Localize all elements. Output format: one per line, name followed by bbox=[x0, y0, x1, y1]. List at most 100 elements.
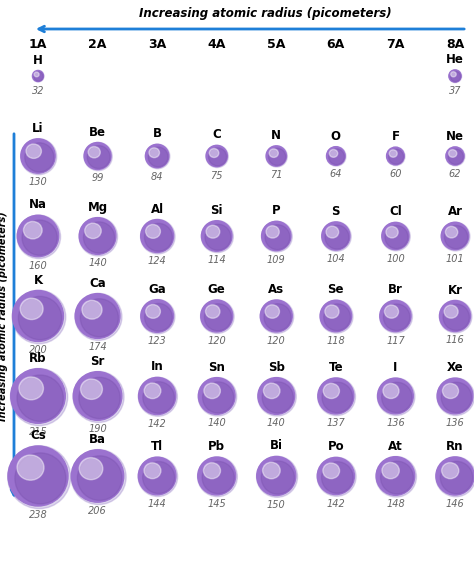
Ellipse shape bbox=[32, 70, 44, 82]
Ellipse shape bbox=[84, 142, 111, 169]
Ellipse shape bbox=[206, 226, 220, 238]
Ellipse shape bbox=[256, 456, 298, 498]
Ellipse shape bbox=[79, 458, 103, 480]
Ellipse shape bbox=[17, 455, 44, 480]
Ellipse shape bbox=[203, 463, 220, 479]
Text: K: K bbox=[34, 274, 43, 287]
Text: 190: 190 bbox=[88, 424, 107, 434]
Text: 142: 142 bbox=[327, 499, 345, 509]
Text: 4A: 4A bbox=[208, 38, 226, 50]
Ellipse shape bbox=[138, 457, 176, 495]
Text: 109: 109 bbox=[267, 255, 286, 265]
Ellipse shape bbox=[202, 461, 234, 493]
Text: Cl: Cl bbox=[389, 206, 402, 219]
Text: 100: 100 bbox=[386, 254, 405, 264]
Text: 120: 120 bbox=[267, 336, 286, 346]
Text: 215: 215 bbox=[28, 427, 47, 437]
Ellipse shape bbox=[71, 449, 126, 505]
Ellipse shape bbox=[446, 226, 458, 238]
Ellipse shape bbox=[206, 145, 228, 166]
Text: 71: 71 bbox=[270, 170, 283, 180]
Ellipse shape bbox=[87, 146, 110, 169]
Ellipse shape bbox=[17, 375, 64, 421]
Text: Na: Na bbox=[29, 198, 47, 212]
Text: 7A: 7A bbox=[386, 38, 405, 50]
Ellipse shape bbox=[81, 379, 102, 400]
Ellipse shape bbox=[26, 144, 41, 158]
Text: 137: 137 bbox=[327, 418, 345, 428]
Text: 140: 140 bbox=[207, 418, 226, 428]
Text: F: F bbox=[392, 130, 400, 143]
Ellipse shape bbox=[24, 222, 42, 239]
Text: C: C bbox=[212, 128, 221, 141]
Ellipse shape bbox=[328, 149, 345, 165]
Ellipse shape bbox=[322, 222, 351, 251]
Ellipse shape bbox=[17, 215, 61, 258]
Text: Ne: Ne bbox=[446, 130, 464, 143]
Ellipse shape bbox=[382, 222, 410, 251]
Ellipse shape bbox=[143, 381, 174, 413]
Ellipse shape bbox=[138, 457, 178, 496]
Ellipse shape bbox=[145, 304, 173, 331]
Text: 62: 62 bbox=[449, 169, 461, 179]
Ellipse shape bbox=[141, 220, 173, 253]
Ellipse shape bbox=[437, 378, 474, 415]
Ellipse shape bbox=[198, 457, 236, 495]
Text: At: At bbox=[388, 440, 403, 453]
Ellipse shape bbox=[265, 224, 290, 250]
Ellipse shape bbox=[201, 300, 234, 333]
Ellipse shape bbox=[389, 150, 397, 157]
Ellipse shape bbox=[12, 291, 64, 342]
Ellipse shape bbox=[202, 382, 234, 413]
Ellipse shape bbox=[83, 222, 115, 253]
Text: Kr: Kr bbox=[447, 284, 463, 297]
Text: 142: 142 bbox=[148, 418, 166, 428]
Text: 5A: 5A bbox=[267, 38, 285, 50]
Text: 140: 140 bbox=[88, 258, 107, 268]
Text: Cs: Cs bbox=[30, 429, 46, 442]
Text: Si: Si bbox=[210, 204, 223, 217]
Ellipse shape bbox=[8, 446, 71, 509]
Ellipse shape bbox=[75, 294, 122, 340]
Ellipse shape bbox=[263, 462, 280, 479]
Ellipse shape bbox=[11, 369, 65, 423]
Ellipse shape bbox=[322, 222, 350, 250]
Ellipse shape bbox=[327, 146, 346, 166]
Text: Ar: Ar bbox=[447, 205, 463, 219]
Ellipse shape bbox=[318, 378, 354, 414]
Text: 64: 64 bbox=[329, 169, 342, 179]
Ellipse shape bbox=[206, 305, 220, 318]
Text: 2A: 2A bbox=[88, 38, 107, 50]
Ellipse shape bbox=[449, 149, 457, 157]
Ellipse shape bbox=[146, 305, 160, 318]
Text: Al: Al bbox=[151, 203, 164, 216]
Ellipse shape bbox=[446, 147, 465, 166]
Text: Mg: Mg bbox=[88, 200, 108, 214]
Text: 117: 117 bbox=[386, 336, 405, 346]
Ellipse shape bbox=[268, 148, 286, 165]
Ellipse shape bbox=[204, 383, 220, 398]
Ellipse shape bbox=[22, 220, 57, 255]
Ellipse shape bbox=[324, 304, 350, 331]
Text: Ba: Ba bbox=[89, 433, 106, 446]
Ellipse shape bbox=[210, 149, 219, 158]
Text: 238: 238 bbox=[28, 510, 47, 520]
Ellipse shape bbox=[317, 458, 355, 495]
Ellipse shape bbox=[79, 217, 116, 254]
Ellipse shape bbox=[446, 147, 464, 165]
Ellipse shape bbox=[144, 383, 161, 398]
Ellipse shape bbox=[323, 383, 339, 398]
Text: Increasing atomic radius (picometers): Increasing atomic radius (picometers) bbox=[139, 6, 392, 19]
Text: 60: 60 bbox=[389, 169, 401, 179]
Ellipse shape bbox=[449, 70, 462, 83]
Text: 144: 144 bbox=[148, 499, 166, 509]
Ellipse shape bbox=[387, 147, 404, 165]
Ellipse shape bbox=[449, 70, 461, 82]
Text: Rb: Rb bbox=[29, 352, 47, 364]
Text: 123: 123 bbox=[148, 336, 166, 346]
Ellipse shape bbox=[436, 456, 474, 497]
Ellipse shape bbox=[450, 71, 461, 81]
Ellipse shape bbox=[145, 223, 173, 251]
Text: Sn: Sn bbox=[208, 360, 225, 374]
Ellipse shape bbox=[384, 305, 399, 318]
